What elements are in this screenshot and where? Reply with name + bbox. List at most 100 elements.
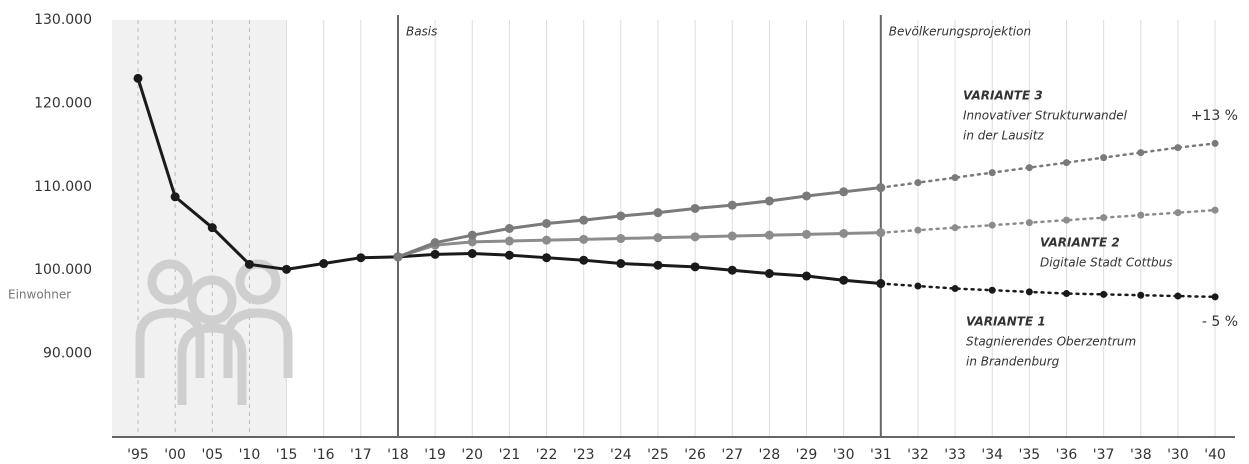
- data-point: [802, 191, 812, 201]
- x-tick-label: '21: [499, 447, 521, 463]
- series-line: [136, 76, 400, 271]
- data-point: [1211, 293, 1219, 301]
- data-point: [988, 221, 996, 229]
- data-point: [616, 259, 626, 269]
- data-point: [1137, 211, 1145, 219]
- data-point: [133, 73, 143, 83]
- data-point: [467, 249, 477, 259]
- series-line: [879, 142, 1217, 189]
- data-point: [579, 234, 589, 244]
- people-icon: [135, 259, 293, 405]
- data-point: [170, 192, 180, 202]
- x-tick-label: '95: [127, 447, 149, 463]
- data-point: [1174, 209, 1182, 217]
- data-point: [951, 174, 959, 182]
- data-point: [1174, 144, 1182, 152]
- data-point: [802, 229, 812, 239]
- x-tick-label: '26: [684, 447, 706, 463]
- data-point: [839, 187, 849, 197]
- data-point: [690, 262, 700, 272]
- data-point: [282, 264, 292, 274]
- x-tick-label: '34: [981, 447, 1003, 463]
- data-point: [504, 250, 514, 260]
- data-point: [802, 271, 812, 281]
- x-tick-label: '15: [276, 447, 298, 463]
- data-point: [1211, 206, 1219, 214]
- data-point: [1025, 164, 1033, 172]
- y-tick-label: 90.000: [43, 346, 92, 362]
- data-point: [764, 230, 774, 240]
- data-point: [690, 203, 700, 213]
- x-tick-label: '30: [1167, 447, 1189, 463]
- data-point: [1174, 292, 1182, 300]
- data-point: [356, 253, 366, 263]
- annotation-text: in der Lausitz: [963, 129, 1044, 143]
- data-point: [951, 285, 959, 293]
- x-tick-label: '27: [721, 447, 743, 463]
- reference-label: Bevölkerungsprojektion: [889, 25, 1031, 39]
- data-point: [504, 236, 514, 246]
- data-point: [1100, 154, 1108, 162]
- x-tick-label: '17: [350, 447, 372, 463]
- series-line: [396, 252, 883, 286]
- series-line: [396, 231, 883, 259]
- y-tick-label: 120.000: [34, 95, 92, 111]
- data-point: [1211, 139, 1219, 147]
- data-point: [1063, 216, 1070, 224]
- annotation-text: Stagnierendes Oberzentrum: [966, 335, 1136, 349]
- data-point: [690, 232, 700, 242]
- y-tick-label: 100.000: [34, 262, 92, 278]
- x-tick-label: '31: [870, 447, 892, 463]
- x-tick-label: '22: [536, 447, 558, 463]
- data-point: [1063, 159, 1070, 167]
- series-line: [396, 186, 883, 259]
- x-tick-label: '30: [833, 447, 855, 463]
- data-point: [393, 252, 403, 262]
- data-point: [914, 282, 922, 290]
- x-tick-label: '23: [573, 447, 595, 463]
- annotation-change: - 5 %: [1202, 314, 1238, 330]
- data-point: [877, 280, 885, 288]
- annotation-text: Innovativer Strukturwandel: [963, 109, 1128, 123]
- data-point: [653, 260, 663, 270]
- data-point: [430, 238, 440, 248]
- data-point: [244, 259, 254, 269]
- annotation-text: VARIANTE 1: [966, 315, 1046, 329]
- y-tick-label: 130.000: [34, 12, 92, 28]
- annotation-text: VARIANTE 2: [1040, 236, 1120, 250]
- data-point: [727, 200, 737, 210]
- data-point: [1063, 290, 1070, 298]
- data-point: [764, 269, 774, 279]
- data-point: [914, 226, 922, 234]
- x-tick-label: '38: [1130, 447, 1152, 463]
- data-point: [877, 184, 885, 192]
- y-axis-label: Einwohner: [8, 288, 71, 302]
- series-line: [879, 208, 1217, 234]
- x-tick-label: '40: [1204, 447, 1226, 463]
- data-point: [727, 231, 737, 241]
- reference-label: Basis: [406, 25, 437, 39]
- annotation-change: +13 %: [1191, 108, 1238, 124]
- x-tick-label: '32: [907, 447, 929, 463]
- data-point: [839, 275, 849, 285]
- data-point: [951, 224, 959, 232]
- x-tick-label: '29: [796, 447, 818, 463]
- x-tick-label: '18: [387, 447, 409, 463]
- background: [112, 20, 1235, 438]
- data-point: [579, 255, 589, 265]
- x-tick-label: '05: [201, 447, 223, 463]
- data-point: [616, 234, 626, 244]
- x-tick-label: '35: [1019, 447, 1041, 463]
- data-point: [1025, 219, 1033, 227]
- data-point: [467, 230, 477, 240]
- annotation-text: Digitale Stadt Cottbus: [1040, 256, 1173, 270]
- data-point: [727, 265, 737, 275]
- x-tick-label: '10: [239, 447, 261, 463]
- data-point: [430, 249, 440, 259]
- data-point: [467, 237, 477, 247]
- x-tick-label: '28: [759, 447, 781, 463]
- data-point: [504, 224, 514, 233]
- data-point: [988, 169, 996, 177]
- x-tick-label: '19: [424, 447, 446, 463]
